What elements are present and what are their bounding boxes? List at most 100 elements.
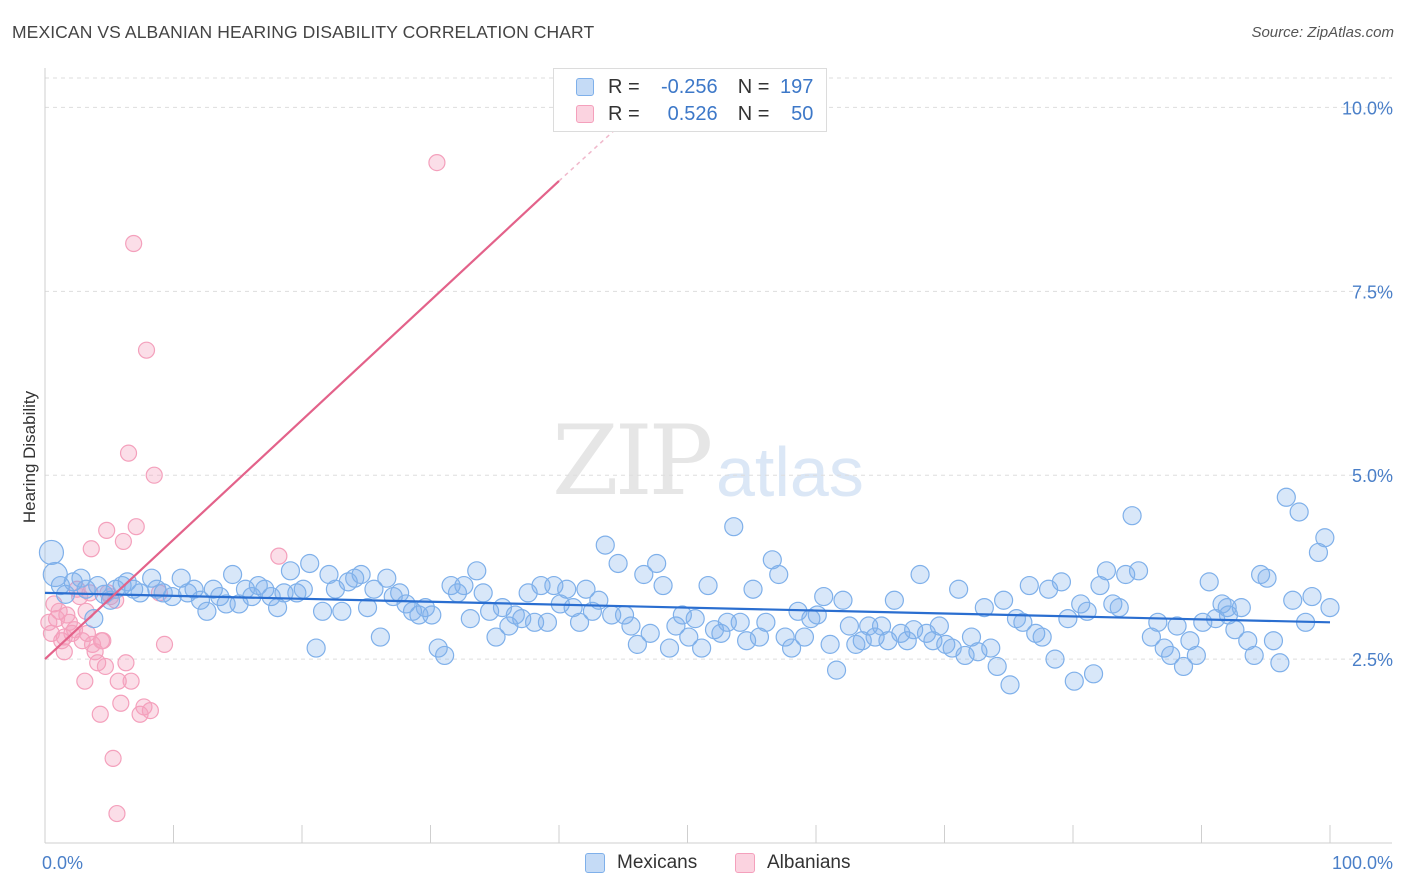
mexican-point — [467, 561, 487, 581]
mexican-point — [364, 579, 384, 599]
albanians-points — [40, 153, 446, 823]
legend-n-label-albanians: N = — [737, 102, 770, 125]
mexican-point — [332, 601, 352, 621]
mexican-point — [197, 601, 217, 621]
mexican-point — [865, 627, 885, 647]
mexican-point — [248, 575, 268, 596]
mexican-point — [582, 601, 603, 621]
legend-row-albanians: R = 0.526 N = 50 — [576, 102, 813, 126]
mexican-point — [223, 564, 243, 585]
mexican-point — [737, 631, 757, 651]
legend-row-mexicans: R = -0.256 N = 197 — [576, 75, 813, 99]
chart-title: MEXICAN VS ALBANIAN HEARING DISABILITY C… — [12, 22, 595, 42]
mexican-point — [904, 620, 924, 640]
mexican-point — [357, 598, 378, 618]
mexican-point — [685, 609, 705, 629]
mexican-point — [627, 634, 647, 654]
mexican-point — [203, 579, 223, 599]
mexican-point — [756, 612, 776, 632]
mexican-point — [775, 627, 795, 647]
mexican-point — [505, 605, 525, 625]
mexican-point — [794, 627, 815, 647]
mexican-point — [1270, 653, 1290, 673]
mexican-point — [124, 579, 144, 599]
mexican-point — [929, 616, 949, 636]
mexican-point — [428, 638, 448, 658]
albanian-point — [145, 466, 163, 484]
mexican-point — [1167, 616, 1187, 636]
legend-r-mexicans: -0.256 — [660, 75, 718, 98]
mexican-point — [1251, 564, 1271, 585]
axes — [44, 68, 1392, 844]
mexican-point — [1096, 561, 1117, 581]
legend-swatch-albanians — [576, 105, 594, 123]
mexican-point — [370, 627, 390, 647]
albanian-point — [109, 672, 127, 690]
mexican-point — [415, 598, 435, 618]
watermark-atlas: atlas — [716, 433, 864, 511]
chart-source: Source: ZipAtlas.com — [1251, 24, 1394, 41]
albanian-point — [55, 643, 73, 661]
legend-swatch-mexicans — [576, 78, 594, 96]
mexican-point — [84, 609, 104, 629]
series-legend-albanians[interactable]: Albanians — [735, 852, 850, 874]
mexican-point — [1320, 598, 1340, 618]
mexican-point — [1161, 645, 1181, 666]
mexican-point — [1289, 502, 1309, 522]
mexican-point — [473, 583, 493, 603]
mexican-point — [1116, 564, 1136, 585]
mexican-point — [814, 586, 834, 607]
mexican-point — [306, 638, 326, 658]
mexican-point — [884, 590, 904, 610]
mexican-point — [1000, 675, 1020, 695]
y-tick-label: 10.0% — [1342, 98, 1393, 118]
mexican-point — [653, 575, 673, 596]
mexican-point — [1128, 561, 1149, 581]
legend-r-label-albanians: R = — [608, 102, 640, 125]
legend-n-mexicans: 197 — [780, 75, 814, 98]
albanian-point — [55, 628, 73, 646]
mexican-point — [261, 586, 281, 607]
albanian-point — [77, 602, 95, 620]
mexican-point — [1013, 612, 1033, 632]
tick-labels: 2.5% 5.0% 7.5% 10.0% 0.0% 100.0% — [42, 98, 1393, 873]
mexican-point — [1058, 609, 1078, 629]
mexican-point — [300, 553, 320, 574]
mexican-point — [130, 583, 150, 603]
mexican-point — [1109, 598, 1129, 618]
mexican-point — [807, 605, 827, 625]
albanian-point — [119, 444, 138, 462]
mexican-point — [968, 642, 988, 662]
watermark-zip: ZIP — [552, 405, 713, 517]
x-tick-label-min: 0.0% — [42, 853, 83, 873]
mexican-point — [1217, 598, 1237, 618]
mexican-point — [672, 605, 692, 625]
mexican-point — [769, 564, 789, 585]
mexican-point — [621, 616, 641, 636]
mexican-point — [1302, 586, 1322, 607]
albanian-point — [92, 632, 111, 650]
mexican-point — [679, 627, 699, 647]
series-legend-mexicans[interactable]: Mexicans — [585, 852, 697, 874]
mexican-point — [833, 590, 853, 610]
albanian-point — [108, 804, 126, 823]
mexican-point — [692, 638, 712, 658]
mexican-point — [936, 634, 956, 654]
mexican-point — [1019, 575, 1039, 596]
mexican-point — [949, 579, 969, 599]
mexican-point — [287, 583, 307, 603]
mexican-point — [351, 564, 371, 585]
mexican-point — [71, 568, 91, 588]
mexican-point — [1051, 572, 1072, 592]
mexican-point — [634, 564, 654, 585]
mexican-point — [955, 645, 975, 666]
mexican-point — [1244, 645, 1264, 666]
mexican-point — [184, 579, 204, 599]
mexican-point — [839, 616, 860, 636]
mexican-point — [50, 575, 71, 596]
mexican-point — [1103, 594, 1123, 614]
mexican-point — [1199, 572, 1219, 592]
mexican-point — [1173, 656, 1194, 677]
mexican-point — [1186, 645, 1206, 666]
mexican-point — [826, 660, 847, 680]
